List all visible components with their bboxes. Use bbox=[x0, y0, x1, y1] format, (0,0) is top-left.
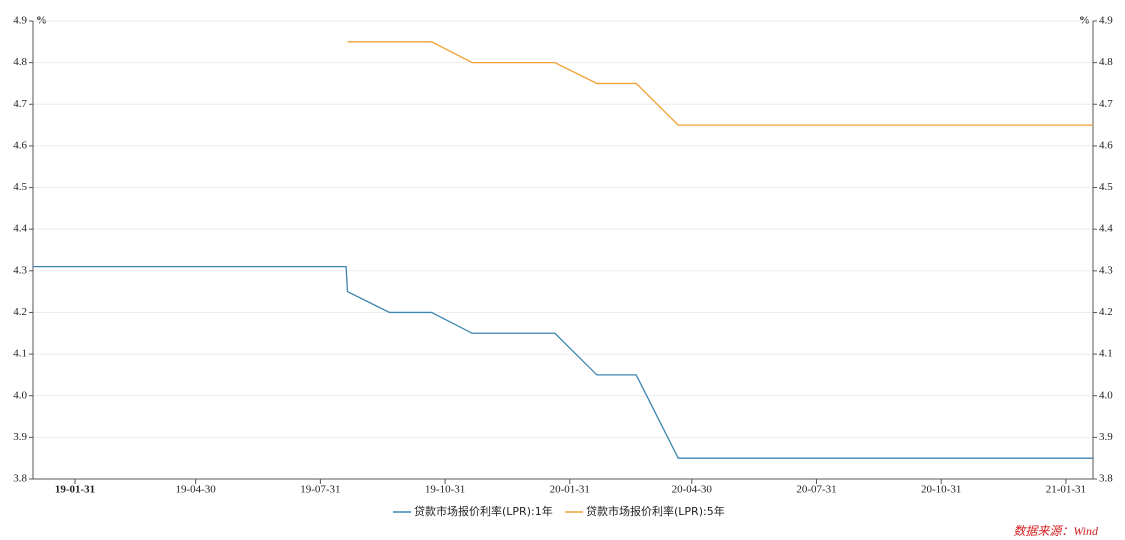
y2-tick-label: 3.9 bbox=[1099, 431, 1113, 443]
source-note: 数据来源：Wind bbox=[1013, 524, 1099, 538]
y2-tick-label: 4.0 bbox=[1099, 389, 1113, 401]
y-tick-label: 3.9 bbox=[13, 431, 27, 443]
y-tick-label: 4.0 bbox=[13, 389, 27, 401]
y2-tick-label: 4.6 bbox=[1099, 139, 1113, 151]
x-tick-label: 21-01-31 bbox=[1046, 484, 1086, 496]
y-tick-label: 4.5 bbox=[13, 181, 27, 193]
y2-tick-label: 4.9 bbox=[1099, 15, 1113, 27]
y2-tick-label: 4.5 bbox=[1099, 181, 1113, 193]
y-tick-label: 4.6 bbox=[13, 139, 27, 151]
y-tick-label: 4.9 bbox=[13, 15, 27, 27]
legend-label: 贷款市场报价利率(LPR):5年 bbox=[586, 504, 725, 518]
legend-label: 贷款市场报价利率(LPR):1年 bbox=[414, 504, 553, 518]
x-tick-label: 20-07-31 bbox=[796, 484, 836, 496]
y2-tick-label: 3.8 bbox=[1099, 473, 1113, 485]
x-tick-label: 20-01-31 bbox=[550, 484, 590, 496]
y2-tick-label: 4.2 bbox=[1099, 306, 1113, 318]
x-tick-label: 19-01-31 bbox=[55, 484, 95, 496]
x-tick-label: 20-04-30 bbox=[672, 484, 713, 496]
y2-tick-label: 4.4 bbox=[1099, 223, 1113, 235]
y-tick-label: 4.7 bbox=[13, 98, 27, 110]
y2-tick-label: 4.7 bbox=[1099, 98, 1113, 110]
x-tick-label: 19-07-31 bbox=[300, 484, 340, 496]
y-tick-label: 4.4 bbox=[13, 223, 27, 235]
x-tick-label: 19-10-31 bbox=[425, 484, 465, 496]
y-tick-label: 4.3 bbox=[13, 264, 27, 276]
y2-tick-label: 4.1 bbox=[1099, 348, 1113, 360]
x-tick-label: 19-04-30 bbox=[175, 484, 216, 496]
x-tick-label: 20-10-31 bbox=[921, 484, 961, 496]
y-tick-label: 4.8 bbox=[13, 56, 27, 68]
y2-tick-label: 4.8 bbox=[1099, 56, 1113, 68]
y2-tick-label: 4.3 bbox=[1099, 264, 1113, 276]
y-tick-label: 4.2 bbox=[13, 306, 27, 318]
series-line bbox=[33, 266, 1093, 459]
y-tick-label: 4.1 bbox=[13, 348, 27, 360]
series-line bbox=[347, 41, 1093, 126]
y-tick-label: 3.8 bbox=[13, 473, 27, 485]
